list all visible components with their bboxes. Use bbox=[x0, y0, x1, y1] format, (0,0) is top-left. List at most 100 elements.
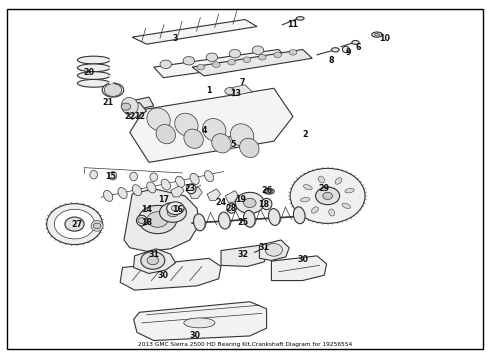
Text: 19: 19 bbox=[235, 195, 245, 204]
Text: 2013 GMC Sierra 2500 HD Bearing Kit,Crankshaft Diagram for 19256554: 2013 GMC Sierra 2500 HD Bearing Kit,Cran… bbox=[138, 342, 352, 347]
Text: 12: 12 bbox=[134, 112, 145, 121]
Circle shape bbox=[65, 217, 84, 231]
Ellipse shape bbox=[109, 171, 117, 180]
Text: 2: 2 bbox=[302, 130, 308, 139]
Circle shape bbox=[266, 189, 272, 194]
Text: 32: 32 bbox=[237, 249, 248, 258]
Text: 27: 27 bbox=[72, 220, 82, 229]
Circle shape bbox=[167, 208, 179, 217]
Ellipse shape bbox=[122, 98, 138, 114]
Polygon shape bbox=[225, 190, 239, 202]
Ellipse shape bbox=[329, 209, 335, 216]
Ellipse shape bbox=[118, 188, 127, 199]
Text: 6: 6 bbox=[355, 43, 361, 52]
Ellipse shape bbox=[345, 188, 354, 193]
Ellipse shape bbox=[184, 129, 203, 148]
Circle shape bbox=[93, 223, 101, 229]
Ellipse shape bbox=[204, 171, 214, 182]
Circle shape bbox=[104, 84, 122, 96]
Circle shape bbox=[228, 59, 235, 65]
Polygon shape bbox=[120, 258, 221, 290]
Polygon shape bbox=[207, 189, 220, 201]
Ellipse shape bbox=[156, 125, 175, 144]
Ellipse shape bbox=[240, 138, 259, 158]
Circle shape bbox=[141, 252, 165, 269]
Text: 23: 23 bbox=[184, 184, 196, 193]
Polygon shape bbox=[226, 85, 252, 96]
Text: 11: 11 bbox=[288, 20, 298, 29]
Text: 3: 3 bbox=[172, 34, 178, 43]
Ellipse shape bbox=[132, 185, 142, 196]
Ellipse shape bbox=[375, 33, 379, 36]
Circle shape bbox=[225, 87, 234, 95]
Circle shape bbox=[147, 256, 159, 265]
Ellipse shape bbox=[77, 72, 110, 80]
Ellipse shape bbox=[335, 178, 342, 184]
Text: 1: 1 bbox=[206, 86, 212, 95]
Text: 13: 13 bbox=[230, 89, 241, 98]
Text: 24: 24 bbox=[216, 198, 226, 207]
Ellipse shape bbox=[175, 176, 185, 187]
Polygon shape bbox=[192, 49, 312, 76]
Circle shape bbox=[138, 218, 146, 224]
Text: 15: 15 bbox=[105, 172, 116, 181]
Text: 8: 8 bbox=[329, 55, 334, 64]
Ellipse shape bbox=[261, 198, 272, 210]
Text: 31: 31 bbox=[148, 249, 159, 258]
Text: 29: 29 bbox=[318, 184, 330, 193]
Polygon shape bbox=[244, 192, 257, 204]
Polygon shape bbox=[124, 189, 199, 251]
Text: 31: 31 bbox=[259, 243, 270, 252]
Polygon shape bbox=[125, 97, 154, 111]
Circle shape bbox=[147, 212, 168, 227]
Ellipse shape bbox=[303, 185, 312, 190]
Ellipse shape bbox=[238, 130, 244, 134]
Ellipse shape bbox=[190, 174, 199, 184]
Text: 22: 22 bbox=[124, 112, 135, 121]
Ellipse shape bbox=[244, 210, 255, 227]
Ellipse shape bbox=[175, 113, 198, 136]
Circle shape bbox=[160, 60, 172, 68]
Ellipse shape bbox=[90, 171, 98, 179]
Polygon shape bbox=[271, 256, 327, 280]
Ellipse shape bbox=[331, 48, 339, 52]
Polygon shape bbox=[132, 19, 257, 44]
Ellipse shape bbox=[147, 108, 170, 131]
Ellipse shape bbox=[91, 221, 103, 231]
Circle shape bbox=[244, 198, 256, 207]
Ellipse shape bbox=[212, 134, 231, 153]
Ellipse shape bbox=[269, 208, 280, 225]
Ellipse shape bbox=[161, 179, 171, 190]
Ellipse shape bbox=[184, 318, 215, 328]
Ellipse shape bbox=[202, 118, 226, 141]
Circle shape bbox=[235, 192, 264, 213]
Text: 9: 9 bbox=[345, 49, 351, 58]
Ellipse shape bbox=[130, 172, 137, 181]
Ellipse shape bbox=[186, 184, 196, 194]
Circle shape bbox=[258, 54, 266, 60]
Text: 18: 18 bbox=[141, 218, 152, 227]
Polygon shape bbox=[130, 88, 293, 162]
Text: 7: 7 bbox=[240, 78, 245, 87]
Ellipse shape bbox=[219, 212, 230, 229]
Circle shape bbox=[243, 57, 251, 63]
Polygon shape bbox=[189, 187, 202, 199]
Polygon shape bbox=[221, 245, 267, 266]
Circle shape bbox=[160, 203, 186, 222]
Text: 30: 30 bbox=[297, 255, 308, 264]
Circle shape bbox=[290, 168, 365, 224]
Polygon shape bbox=[154, 49, 288, 78]
Circle shape bbox=[197, 64, 205, 70]
Text: 28: 28 bbox=[225, 204, 236, 213]
Ellipse shape bbox=[296, 17, 304, 20]
Text: 17: 17 bbox=[158, 195, 169, 204]
Text: 14: 14 bbox=[141, 206, 152, 215]
Ellipse shape bbox=[342, 203, 350, 208]
Circle shape bbox=[252, 46, 264, 54]
Ellipse shape bbox=[137, 215, 147, 226]
Ellipse shape bbox=[343, 46, 349, 53]
Ellipse shape bbox=[147, 182, 156, 193]
Circle shape bbox=[265, 243, 282, 256]
Ellipse shape bbox=[77, 56, 110, 64]
Circle shape bbox=[172, 206, 179, 211]
